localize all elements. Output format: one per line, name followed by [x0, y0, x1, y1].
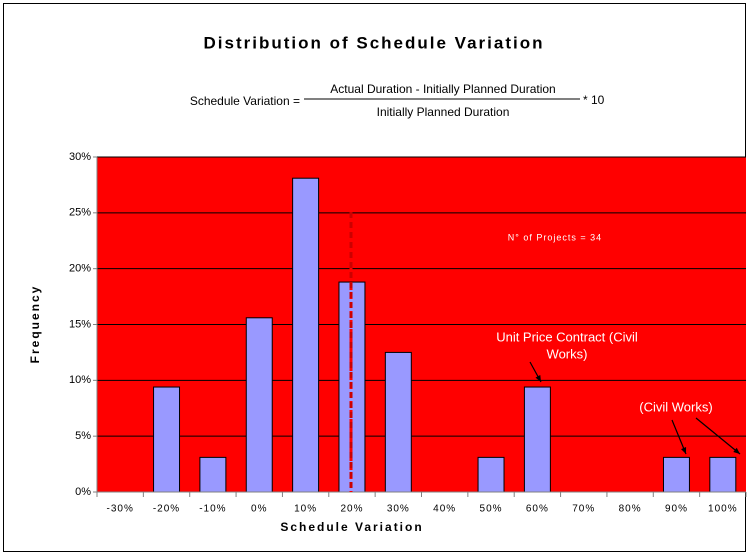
- formula-lhs: Schedule Variation =: [190, 94, 300, 108]
- bar: [662, 456, 690, 493]
- bar: [477, 456, 505, 493]
- x-tick-label: -30%: [106, 504, 133, 515]
- annotation: Works): [547, 346, 588, 361]
- bar: [292, 177, 320, 493]
- y-tick-label: 0%: [75, 486, 91, 498]
- x-tick-label: 40%: [433, 504, 456, 515]
- x-tick-label: 60%: [526, 504, 549, 515]
- y-tick-label: 25%: [69, 207, 91, 219]
- x-tick-label: -20%: [153, 504, 180, 515]
- formula-factor: * 10: [583, 93, 605, 107]
- arrow-head: [535, 375, 541, 382]
- x-tick-label: 70%: [572, 504, 595, 515]
- bar: [384, 351, 412, 493]
- y-tick-label: 15%: [69, 318, 91, 330]
- y-tick-label: 30%: [69, 151, 91, 163]
- x-tick-label: -10%: [199, 504, 226, 515]
- annotation: N° of Projects = 34: [508, 232, 602, 242]
- y-axis-label: Frequency: [28, 285, 42, 364]
- bar: [709, 456, 737, 493]
- bar: [199, 456, 227, 493]
- x-axis-label: Schedule Variation: [280, 520, 423, 534]
- y-tick-label: 10%: [69, 374, 91, 386]
- annotation: (Civil Works): [639, 399, 712, 414]
- x-tick-label: 20%: [340, 504, 363, 515]
- annotation: Unit Price Contract (Civil: [496, 329, 638, 344]
- x-tick-label: 0%: [251, 504, 267, 515]
- bar: [245, 317, 273, 493]
- chart-title: Distribution of Schedule Variation: [204, 33, 545, 52]
- arrow: [695, 417, 741, 455]
- x-tick-label: 50%: [480, 504, 503, 515]
- formula-denominator: Initially Planned Duration: [377, 105, 510, 119]
- y-tick-label: 20%: [69, 263, 91, 275]
- x-tick-label: 100%: [708, 504, 738, 515]
- x-tick-label: 80%: [619, 504, 642, 515]
- bar: [153, 386, 181, 493]
- arrow-head: [681, 447, 687, 454]
- x-tick-label: 30%: [387, 504, 410, 515]
- bar: [523, 386, 551, 493]
- arrow-head: [733, 447, 740, 454]
- x-tick-label: 10%: [294, 504, 317, 515]
- x-tick-label: 90%: [665, 504, 688, 515]
- formula-numerator: Actual Duration - Initially Planned Dura…: [330, 82, 555, 96]
- y-tick-label: 5%: [75, 430, 91, 442]
